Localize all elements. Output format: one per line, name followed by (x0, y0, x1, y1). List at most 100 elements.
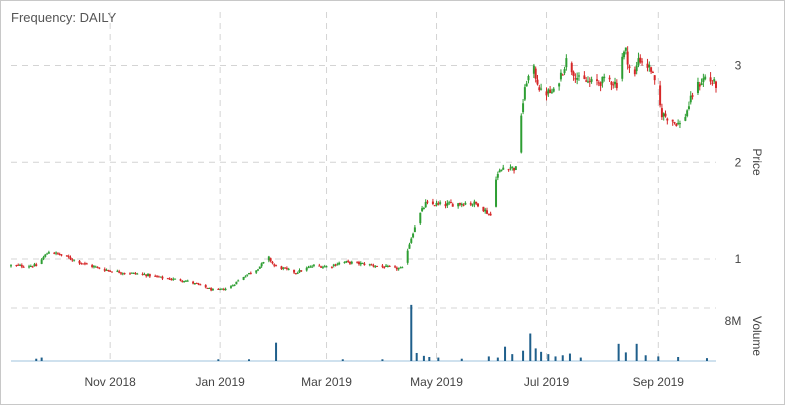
candle-body (330, 266, 333, 268)
candle-body (60, 254, 63, 256)
candle-body (119, 272, 122, 274)
candle-body (141, 273, 144, 275)
candle-body (615, 82, 618, 89)
candle-body (211, 289, 214, 291)
candle-body (509, 167, 512, 169)
candle-body (109, 270, 112, 272)
candle-body (444, 204, 447, 207)
candle-body (309, 266, 312, 268)
frequency-value[interactable]: DAILY (79, 10, 117, 25)
candle-body (44, 254, 47, 257)
candle-body (19, 264, 22, 266)
candle-body (174, 278, 177, 280)
frequency-title: Frequency: (11, 10, 77, 25)
candle-body (323, 266, 326, 268)
volume-bar (529, 333, 532, 361)
candle-body (91, 265, 94, 268)
candle-body (700, 83, 703, 85)
volume-bar (341, 359, 344, 361)
x-tick-label: Jan 2019 (195, 375, 245, 389)
candle-body (71, 259, 74, 261)
volume-bar (540, 351, 543, 361)
candle-body (595, 79, 598, 81)
candle-body (397, 268, 400, 270)
candle-body (374, 266, 377, 268)
candle-body (224, 288, 227, 291)
volume-bar (644, 355, 647, 361)
candle-body (689, 95, 692, 103)
candle-body (702, 78, 705, 83)
candle-body (181, 280, 184, 282)
candle-body (460, 203, 463, 205)
x-tick-label: Mar 2019 (301, 375, 352, 389)
candle-body (85, 263, 88, 265)
candle-body (608, 77, 611, 80)
candle-body (495, 179, 498, 207)
volume-bar (415, 352, 418, 361)
candle-body (318, 265, 321, 267)
candle-body (550, 91, 553, 93)
candle-body (94, 266, 97, 268)
candle-body (121, 273, 124, 275)
candle-body (255, 270, 258, 273)
candle-body (650, 67, 653, 72)
candle-body (118, 271, 121, 273)
candle-body (105, 269, 108, 271)
candle-body (520, 115, 523, 153)
candle-body (549, 89, 552, 94)
candle-body (356, 261, 359, 263)
candle-body (552, 88, 555, 92)
candle-body (325, 266, 328, 268)
candle-body (271, 261, 274, 264)
candle-body (260, 263, 263, 267)
candle-body (585, 80, 588, 82)
candle-body (345, 261, 348, 263)
candle-body (73, 259, 76, 261)
candle-body (458, 202, 461, 205)
price-tick-label: 3 (735, 59, 742, 73)
candle-body (511, 166, 514, 168)
candle-body (156, 275, 159, 277)
candle-body (267, 256, 270, 261)
candle-body (307, 267, 310, 269)
candle-body (193, 283, 196, 285)
candle-body (285, 267, 288, 269)
candle-body (522, 103, 525, 113)
volume-bar (275, 342, 278, 361)
candle-body (525, 83, 528, 87)
volume-bar (496, 357, 499, 361)
candle-body (660, 108, 663, 118)
volume-bar (705, 358, 708, 361)
candle-body (347, 260, 350, 262)
candle-body (56, 252, 59, 254)
volume-bar (677, 356, 680, 361)
candle-body (80, 262, 83, 264)
candle-body (433, 205, 436, 207)
candle-body (82, 263, 85, 265)
candle-body (46, 253, 49, 255)
price-tick-label: 1 (735, 252, 742, 266)
candle-body (473, 201, 476, 205)
candle-body (653, 75, 656, 81)
volume-bar (617, 343, 620, 361)
candle-body (426, 201, 429, 203)
candle-body (484, 209, 487, 212)
candle-body (233, 284, 236, 286)
candle-body (715, 81, 717, 88)
candle-body (687, 106, 690, 109)
candle-body (623, 51, 626, 58)
candle-body (422, 207, 425, 209)
candle-body (588, 81, 591, 83)
candle-body (394, 266, 397, 268)
candle-body (590, 79, 593, 82)
candle-body (17, 264, 20, 266)
volume-bar (657, 356, 660, 361)
candle-body (15, 265, 18, 267)
volume-bar (487, 356, 490, 361)
candle-body (33, 264, 36, 267)
candle-body (83, 263, 86, 265)
candle-body (363, 263, 366, 266)
candle-body (462, 204, 465, 206)
candle-body (659, 85, 662, 106)
